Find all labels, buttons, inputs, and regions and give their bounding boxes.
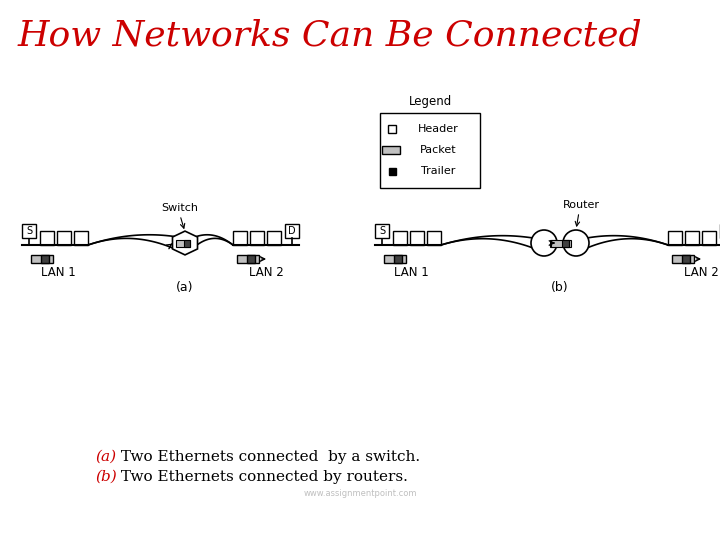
Text: www.assignmentpoint.com: www.assignmentpoint.com [303, 489, 417, 497]
Bar [672, 255, 694, 263]
Circle shape [563, 230, 589, 256]
Text: Header: Header [418, 124, 459, 133]
Text: D: D [288, 226, 296, 236]
Text: (a): (a) [176, 280, 194, 294]
Bar [382, 146, 400, 154]
Text: (a): (a) [95, 450, 116, 464]
Text: Trailer: Trailer [420, 166, 455, 177]
Text: Router: Router [562, 200, 600, 210]
Text: S: S [26, 226, 32, 236]
Bar [57, 231, 71, 245]
Bar [702, 231, 716, 245]
Text: LAN 2: LAN 2 [683, 267, 719, 280]
Bar [233, 231, 247, 245]
Circle shape [531, 230, 557, 256]
Bar [247, 255, 255, 263]
Text: How Networks Can Be Connected: How Networks Can Be Connected [18, 18, 643, 52]
Bar [682, 255, 690, 263]
Bar [562, 240, 569, 246]
Bar [41, 255, 49, 263]
Bar [184, 240, 190, 246]
Bar [388, 125, 396, 132]
Bar [176, 240, 190, 246]
Bar [393, 231, 407, 245]
Text: Two Ethernets connected  by a switch.: Two Ethernets connected by a switch. [116, 450, 420, 464]
Bar [551, 240, 569, 246]
Text: Two Ethernets connected by routers.: Two Ethernets connected by routers. [116, 470, 408, 484]
Text: LAN 1: LAN 1 [394, 267, 429, 280]
Bar [40, 231, 54, 245]
Bar [237, 255, 259, 263]
Bar [668, 231, 682, 245]
Text: (b): (b) [552, 280, 569, 294]
Bar [380, 112, 480, 187]
Bar [410, 231, 424, 245]
Bar [267, 231, 281, 245]
Polygon shape [173, 231, 197, 255]
Bar [394, 255, 402, 263]
Bar [375, 224, 389, 238]
Bar [22, 224, 36, 238]
Bar [685, 231, 699, 245]
Text: LAN 2: LAN 2 [248, 267, 284, 280]
Bar [564, 240, 570, 246]
Bar [384, 255, 406, 263]
Text: (b): (b) [95, 470, 117, 484]
Bar [31, 255, 53, 263]
Bar [427, 231, 441, 245]
Text: Packet: Packet [420, 145, 456, 155]
Bar [74, 231, 88, 245]
Bar [285, 224, 299, 238]
Text: Legend: Legend [408, 94, 451, 107]
Bar [389, 168, 395, 175]
Text: S: S [379, 226, 385, 236]
Text: LAN 1: LAN 1 [41, 267, 76, 280]
Bar [549, 240, 557, 246]
Bar [250, 231, 264, 245]
Text: Switch: Switch [161, 203, 199, 213]
